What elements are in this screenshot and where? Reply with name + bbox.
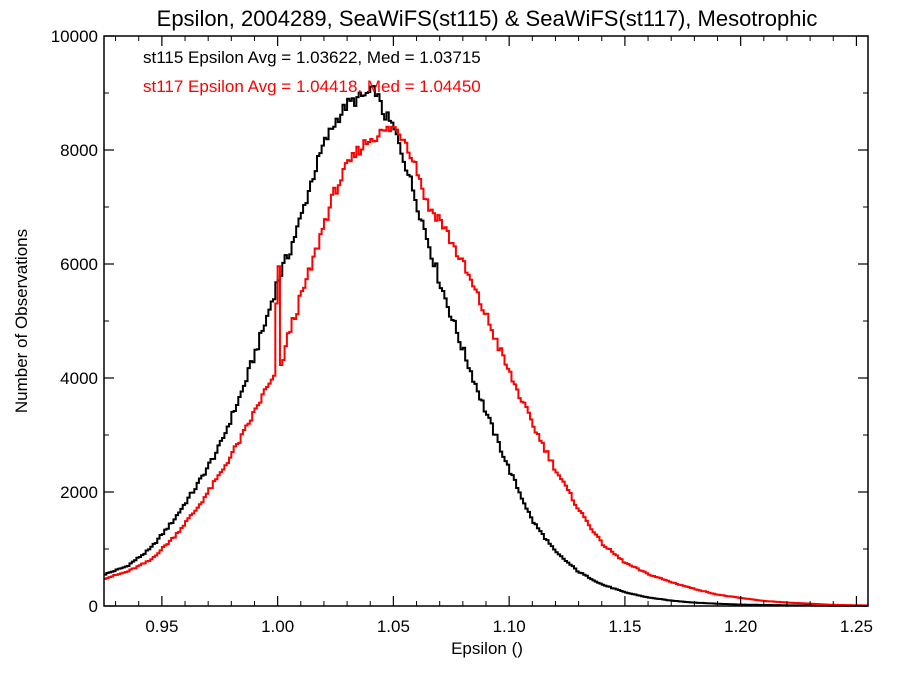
x-tick-label: 1.25	[840, 617, 873, 636]
y-tick-label: 4000	[60, 369, 98, 388]
x-tick-label: 1.20	[724, 617, 757, 636]
x-tick-label: 1.05	[377, 617, 410, 636]
legend-st115: st115 Epsilon Avg = 1.03622, Med = 1.037…	[143, 48, 481, 67]
legend-st117: st117 Epsilon Avg = 1.04418, Med = 1.044…	[143, 77, 481, 96]
series-line-st115	[104, 85, 868, 607]
chart-title: Epsilon, 2004289, SeaWiFS(st115) & SeaWi…	[157, 6, 818, 31]
x-axis-label: Epsilon ()	[451, 639, 523, 658]
x-tick-label: 1.10	[493, 617, 526, 636]
x-tick-label: 1.15	[608, 617, 641, 636]
y-tick-label: 0	[89, 597, 98, 616]
y-tick-label: 2000	[60, 483, 98, 502]
y-axis-label: Number of Observations	[12, 229, 31, 413]
y-tick-label: 6000	[60, 255, 98, 274]
y-tick-label: 10000	[51, 27, 98, 46]
y-axis: 0 2000 4000 6000 8000 10000	[51, 27, 868, 616]
y-tick-label: 8000	[60, 141, 98, 160]
x-tick-label: 1.00	[261, 617, 294, 636]
x-axis: 0.95 1.00 1.05 1.10 1.15 1.20 1.25	[115, 36, 873, 636]
x-tick-label: 0.95	[145, 617, 178, 636]
